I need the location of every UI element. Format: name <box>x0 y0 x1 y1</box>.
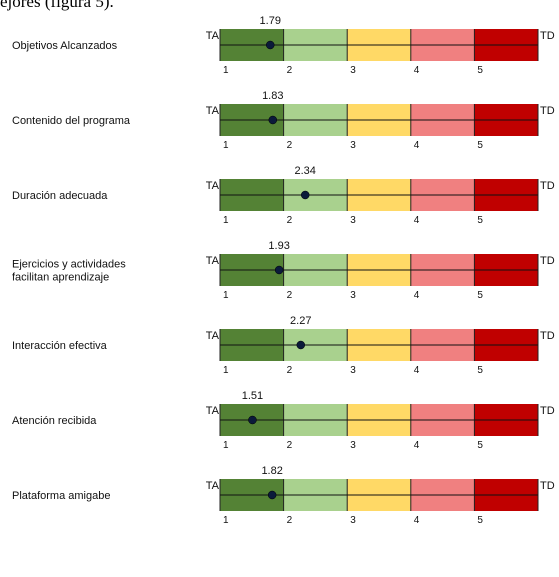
left-end-label: TA <box>206 330 220 342</box>
value-label: 2.34 <box>295 165 316 177</box>
tick-label: 4 <box>414 140 420 151</box>
value-label: 1.93 <box>268 240 289 252</box>
row-label: Interacción efectiva <box>12 340 108 352</box>
value-label: 1.82 <box>261 465 282 477</box>
value-marker <box>267 490 277 500</box>
tick-label: 3 <box>350 440 356 451</box>
tick-label: 1 <box>223 290 229 301</box>
value-label: 1.51 <box>242 390 263 402</box>
tick-label: 2 <box>287 65 293 76</box>
tick-label: 5 <box>477 215 483 226</box>
tick-label: 1 <box>223 215 229 226</box>
right-end-label: TD <box>540 180 555 192</box>
tick-label: 4 <box>414 440 420 451</box>
tick-label: 3 <box>350 140 356 151</box>
row-label: Plataforma amigabe <box>12 490 110 502</box>
tick-label: 4 <box>414 290 420 301</box>
tick-label: 3 <box>350 290 356 301</box>
right-end-label: TD <box>540 405 555 417</box>
tick-label: 4 <box>414 215 420 226</box>
tick-label: 4 <box>414 65 420 76</box>
tick-label: 3 <box>350 215 356 226</box>
tick-label: 2 <box>287 440 293 451</box>
value-marker <box>296 340 306 350</box>
tick-label: 5 <box>477 515 483 526</box>
tick-label: 2 <box>287 290 293 301</box>
row-label: Atención recibida <box>12 415 97 427</box>
right-end-label: TD <box>540 330 555 342</box>
tick-label: 1 <box>223 65 229 76</box>
left-end-label: TA <box>206 255 220 267</box>
value-label: 1.83 <box>262 90 283 102</box>
tick-label: 2 <box>287 140 293 151</box>
value-label: 1.79 <box>260 15 281 27</box>
value-marker <box>274 265 284 275</box>
value-marker <box>300 190 310 200</box>
tick-label: 1 <box>223 140 229 151</box>
value-marker <box>248 415 257 425</box>
left-end-label: TA <box>206 30 220 42</box>
tick-label: 3 <box>350 515 356 526</box>
value-label: 2.27 <box>290 315 311 327</box>
tick-label: 5 <box>477 440 483 451</box>
right-end-label: TD <box>540 480 555 492</box>
tick-label: 5 <box>477 365 483 376</box>
row-label: Contenido del programa <box>12 115 131 127</box>
left-end-label: TA <box>206 180 220 192</box>
row-label: Ejercicios y actividades <box>12 259 126 271</box>
tick-label: 4 <box>414 365 420 376</box>
tick-label: 1 <box>223 440 229 451</box>
right-end-label: TD <box>540 105 555 117</box>
caption-fragment: ejores (figura 5). <box>0 0 114 11</box>
value-marker <box>265 40 275 50</box>
right-end-label: TD <box>540 255 555 267</box>
row-label: Objetivos Alcanzados <box>12 40 118 52</box>
tick-label: 2 <box>287 215 293 226</box>
value-marker <box>268 115 278 125</box>
tick-label: 1 <box>223 515 229 526</box>
row-label: Duración adecuada <box>12 190 108 202</box>
tick-label: 3 <box>350 65 356 76</box>
row-label: facilitan aprendizaje <box>12 272 109 284</box>
left-end-label: TA <box>206 105 220 117</box>
left-end-label: TA <box>206 480 220 492</box>
tick-label: 5 <box>477 65 483 76</box>
tick-label: 2 <box>287 515 293 526</box>
tick-label: 4 <box>414 515 420 526</box>
tick-label: 3 <box>350 365 356 376</box>
left-end-label: TA <box>206 405 220 417</box>
tick-label: 5 <box>477 140 483 151</box>
right-end-label: TD <box>540 30 555 42</box>
tick-label: 2 <box>287 365 293 376</box>
tick-label: 5 <box>477 290 483 301</box>
tick-label: 1 <box>223 365 229 376</box>
